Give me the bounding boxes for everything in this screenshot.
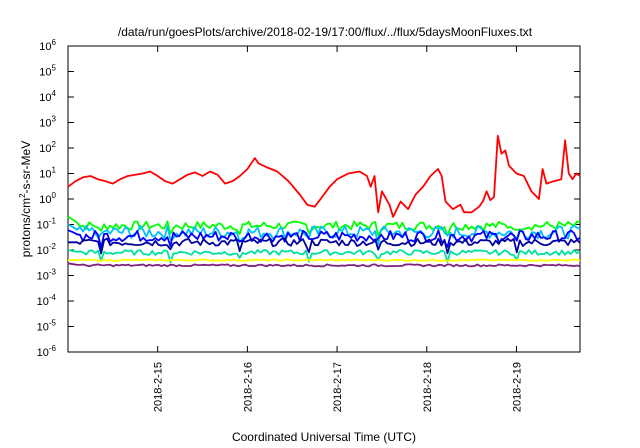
y-tick-label: 10-1 xyxy=(37,217,57,232)
y-tick-base: 10 xyxy=(39,118,51,130)
y-tick-base: 10 xyxy=(37,347,49,359)
plot-frame xyxy=(67,45,581,353)
series-line xyxy=(67,134,581,218)
y-tick-label: 100 xyxy=(39,191,56,206)
y-tick-base: 10 xyxy=(39,67,51,79)
y-tick-exponent: 4 xyxy=(52,89,57,98)
y-tick-label: 10-5 xyxy=(37,319,57,334)
y-tick-label: 10-6 xyxy=(37,344,57,359)
y-tick-exponent: -2 xyxy=(49,242,57,251)
series-line xyxy=(67,229,581,249)
y-tick-exponent: -5 xyxy=(49,319,57,328)
y-tick-exponent: 5 xyxy=(52,64,57,73)
y-tick-label: 10-2 xyxy=(37,242,57,257)
y-tick-base: 10 xyxy=(37,296,49,308)
y-axis-label-prefix: protons/cm xyxy=(19,198,33,257)
x-tick-label: 2018-2-18 xyxy=(422,362,434,412)
series-line xyxy=(67,262,581,268)
y-tick-exponent: -6 xyxy=(49,344,57,353)
y-tick-base: 10 xyxy=(39,92,51,104)
series-line xyxy=(67,216,581,237)
y-tick-exponent: -4 xyxy=(49,293,57,302)
series-line xyxy=(68,258,581,262)
y-tick-label: 101 xyxy=(39,166,56,181)
y-axis: 10-610-510-410-310-210-11001011021031041… xyxy=(37,38,580,359)
y-tick-exponent: 6 xyxy=(52,38,57,47)
y-tick-base: 10 xyxy=(39,169,51,181)
y-tick-base: 10 xyxy=(37,271,49,283)
y-axis-label-sup: 2 xyxy=(18,193,27,198)
series-line xyxy=(67,249,581,264)
y-tick-label: 104 xyxy=(39,89,56,104)
y-tick-exponent: 2 xyxy=(52,140,57,149)
y-tick-base: 10 xyxy=(37,220,49,232)
y-tick-exponent: 1 xyxy=(52,166,57,175)
y-tick-exponent: 0 xyxy=(52,191,57,200)
y-axis-label-suffix: -s-sr-MeV xyxy=(19,141,33,194)
x-tick-label: 2018-2-16 xyxy=(242,362,254,412)
x-tick-label: 2018-2-15 xyxy=(153,362,165,412)
y-tick-base: 10 xyxy=(39,143,51,155)
y-tick-base: 10 xyxy=(39,194,51,206)
x-tick-label: 2018-2-17 xyxy=(332,362,344,412)
y-tick-exponent: -3 xyxy=(49,268,57,277)
y-tick-label: 10-4 xyxy=(37,293,57,308)
x-axis-label: Coordinated Universal Time (UTC) xyxy=(232,430,416,444)
y-axis-label: protons/cm2-s-sr-MeV xyxy=(18,141,33,257)
y-tick-label: 103 xyxy=(39,115,56,130)
x-axis: 2018-2-15 2018-2-16 2018-2-17 2018-2-18 2018… xyxy=(153,46,523,412)
y-tick-label: 106 xyxy=(39,38,56,53)
x-tick-label: 2018-2-19 xyxy=(511,362,523,412)
y-tick-base: 10 xyxy=(39,41,51,53)
series-group xyxy=(67,134,581,268)
y-tick-base: 10 xyxy=(37,322,49,334)
series-line xyxy=(68,237,581,255)
y-tick-label: 102 xyxy=(39,140,56,155)
y-tick-base: 10 xyxy=(37,245,49,257)
y-tick-label: 105 xyxy=(39,64,56,79)
y-tick-label: 10-3 xyxy=(37,268,57,283)
y-tick-exponent: 3 xyxy=(52,115,57,124)
series-line xyxy=(67,223,581,246)
y-tick-exponent: -1 xyxy=(49,217,57,226)
chart-title: /data/run/goesPlots/archive/2018-02-19/1… xyxy=(118,25,533,39)
